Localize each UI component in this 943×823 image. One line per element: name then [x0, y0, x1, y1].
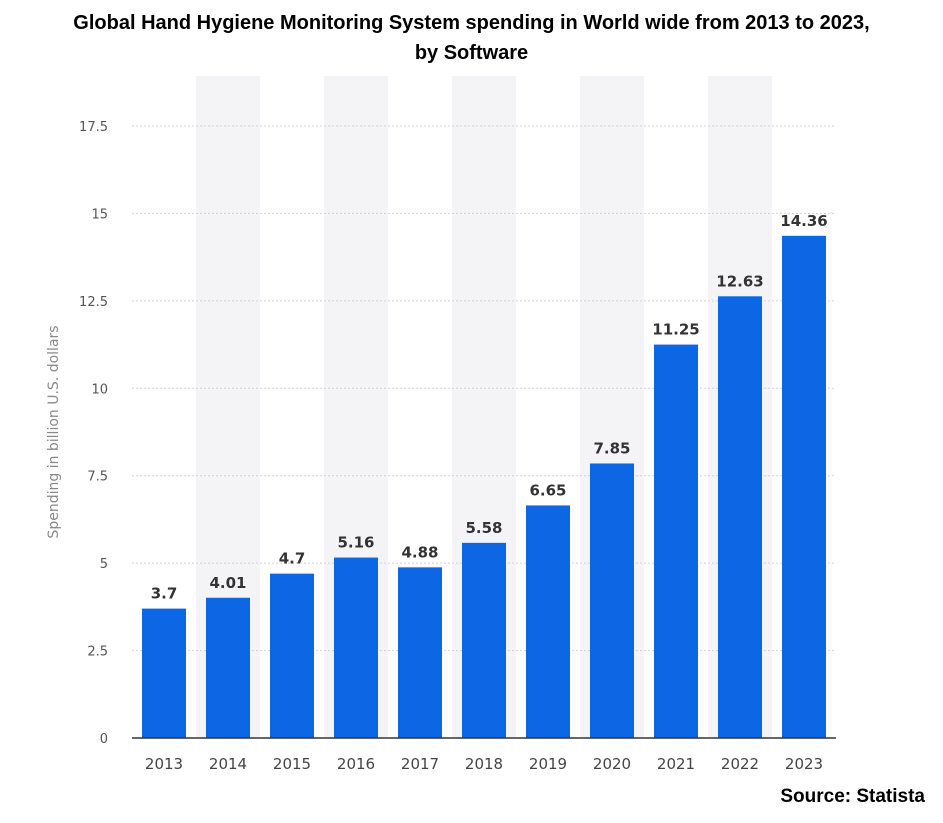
value-label-2022: 12.63	[716, 272, 763, 290]
x-tick-label-2021: 2021	[657, 755, 695, 773]
value-label-2023: 14.36	[780, 212, 827, 230]
bar-2015	[270, 573, 314, 738]
value-label-2014: 4.01	[209, 574, 246, 592]
bar-2014	[206, 597, 250, 738]
bars	[142, 235, 826, 738]
x-axis-ticks: 2013 2014 2015 2016 2017 2018 2019 2020 2021 2022…	[145, 755, 823, 773]
value-label-2021: 11.25	[652, 321, 699, 339]
source-label: Source: Statista	[780, 786, 925, 807]
value-label-2013: 3.7	[151, 585, 178, 603]
value-label-2016: 5.16	[337, 534, 374, 552]
y-axis-title: Spending in billion U.S. dollars	[46, 325, 62, 538]
value-label-2017: 4.88	[401, 543, 438, 561]
x-tick-label-2017: 2017	[401, 755, 439, 773]
y-tick-label: 7.5	[87, 470, 108, 485]
bar-2017	[398, 567, 442, 738]
x-tick-label-2014: 2014	[209, 755, 247, 773]
chart-title-line-1: Global Hand Hygiene Monitoring System sp…	[73, 12, 870, 34]
x-tick-label-2019: 2019	[529, 755, 567, 773]
y-tick-label: 12.5	[79, 295, 108, 310]
bar-2022	[718, 296, 762, 738]
chart-title: Global Hand Hygiene Monitoring System sp…	[0, 8, 943, 68]
y-tick-label: 10	[91, 382, 108, 397]
y-axis-ticks: 0 2.5 5 7.5 10 12.5 15 17.5	[79, 120, 108, 747]
chart-title-line-2: by Software	[414, 42, 529, 64]
x-tick-label-2013: 2013	[145, 755, 183, 773]
bar-2013	[142, 608, 186, 738]
bar-2021	[654, 344, 698, 738]
value-labels: 3.7 4.01 4.7 5.16 4.88 5.58 6.65 7.85 11.25 12.63…	[151, 212, 828, 603]
x-tick-label-2016: 2016	[337, 755, 375, 773]
x-tick-label-2018: 2018	[465, 755, 503, 773]
bar-2019	[526, 505, 570, 738]
x-tick-label-2022: 2022	[721, 755, 759, 773]
bar-2020	[590, 463, 634, 738]
x-tick-label-2020: 2020	[593, 755, 631, 773]
bar-2023	[782, 235, 826, 738]
value-label-2018: 5.58	[465, 519, 502, 537]
value-label-2020: 7.85	[593, 439, 630, 457]
x-tick-label-2023: 2023	[785, 755, 823, 773]
y-tick-label: 17.5	[79, 120, 108, 135]
y-tick-label: 2.5	[87, 645, 108, 660]
bar-2016	[334, 557, 378, 738]
y-tick-label: 5	[100, 557, 108, 572]
y-tick-label: 0	[100, 732, 108, 747]
value-label-2015: 4.7	[279, 550, 306, 568]
value-label-2019: 6.65	[529, 481, 566, 499]
bar-2018	[462, 542, 506, 738]
y-tick-label: 15	[91, 207, 108, 222]
x-tick-label-2015: 2015	[273, 755, 311, 773]
